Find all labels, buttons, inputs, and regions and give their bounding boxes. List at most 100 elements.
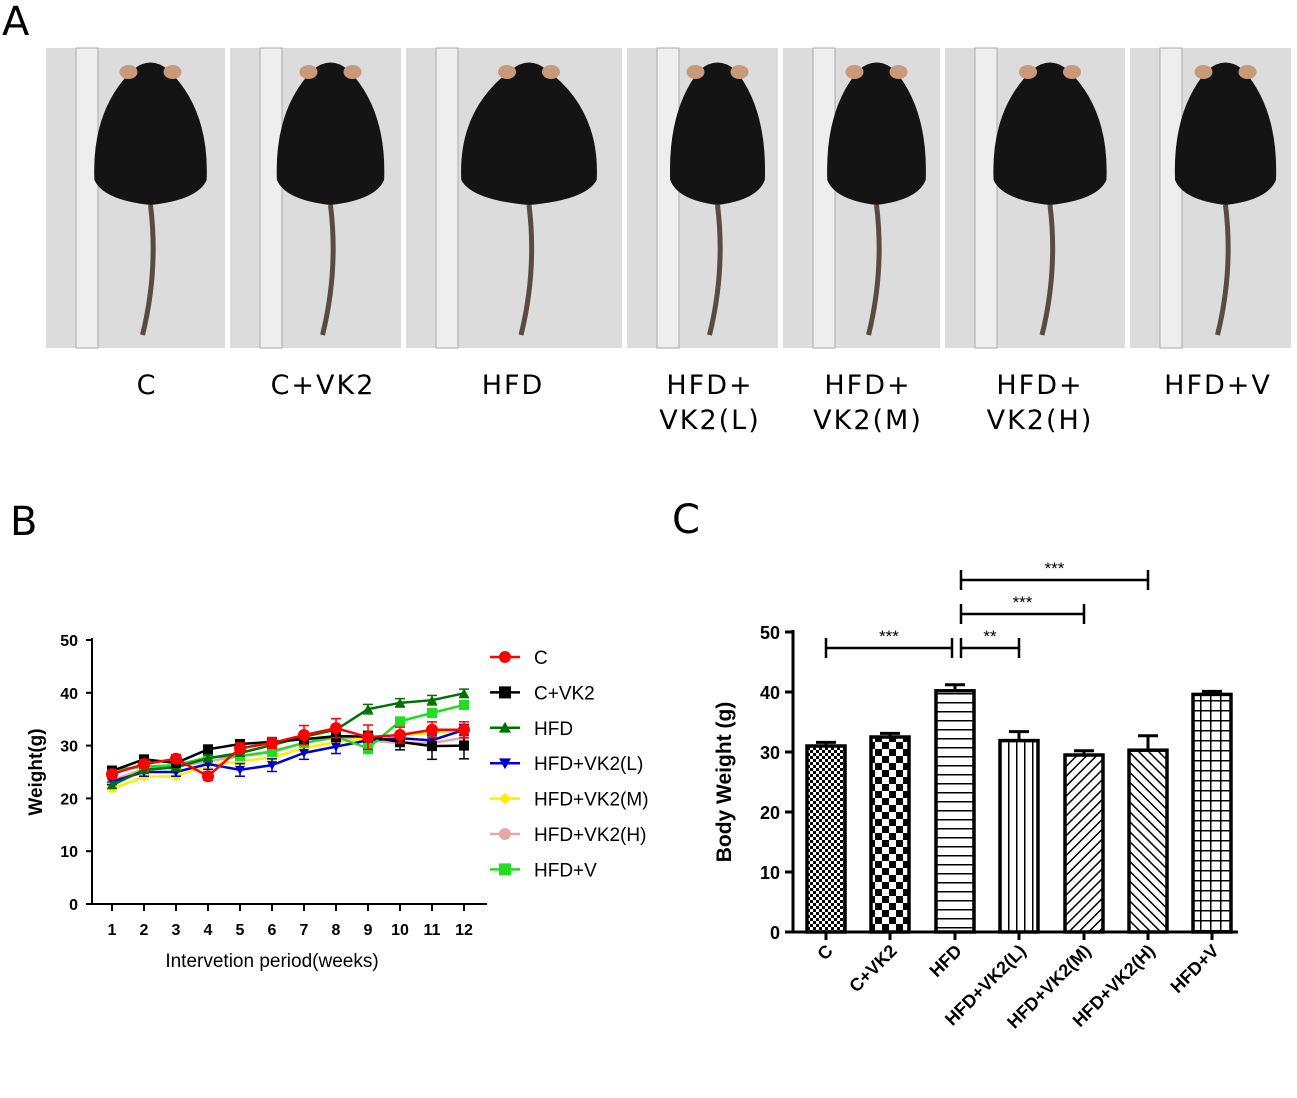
data-point	[427, 741, 437, 752]
data-point	[363, 704, 373, 714]
legend-label: HFD+VK2(M)	[534, 790, 649, 811]
group-label: HFD	[482, 370, 545, 401]
x-tick-label: C	[813, 941, 836, 964]
group-label: VK2(M)	[813, 405, 923, 436]
y-tick-label: 0	[69, 897, 78, 914]
data-point	[330, 722, 342, 735]
data-point	[459, 740, 469, 751]
x-tick-label: 12	[455, 922, 473, 939]
series-line	[111, 703, 465, 772]
mouse-ear	[498, 65, 516, 79]
bar	[1063, 753, 1105, 934]
bar-hfd-v	[1191, 689, 1233, 934]
data-point	[499, 792, 511, 805]
significance-label: ***	[1045, 559, 1065, 578]
mouse-photo	[46, 47, 225, 349]
mouse-ear	[845, 65, 864, 79]
x-tick-label: 3	[172, 922, 181, 939]
y-tick-label: 0	[770, 923, 780, 943]
bar-hfd-vk2-l-	[998, 730, 1040, 934]
mouse-ear	[1194, 65, 1213, 79]
ruler	[75, 47, 99, 349]
y-tick-label: 20	[60, 791, 78, 808]
body-weight-bar-chart: 0 10 20 30 40 50 Body Weight (g) C C+VK2 HFD HFD+V…	[713, 559, 1238, 1032]
mouse-ear	[542, 65, 560, 79]
data-point	[458, 723, 470, 736]
significance-label: ***	[1013, 593, 1033, 612]
y-tick-label: 10	[760, 863, 780, 883]
data-point	[395, 716, 405, 727]
mouse-tail	[866, 204, 882, 336]
mouse-tail	[1039, 204, 1056, 336]
y-tick-label: 40	[60, 686, 78, 703]
mouse-tail	[707, 204, 723, 336]
x-axis-label: Intervetion period(weeks)	[165, 951, 378, 972]
x-tick-label: 10	[391, 922, 409, 939]
legend-item: HFD+VK2(H)	[490, 825, 646, 846]
group-label: C	[137, 370, 158, 401]
mouse-ear	[119, 65, 138, 79]
bar	[1191, 692, 1233, 934]
data-point	[235, 765, 245, 775]
y-tick-label: 10	[60, 844, 78, 861]
bar-c-vk2	[869, 731, 911, 934]
x-tick-label: C+VK2	[845, 941, 901, 997]
data-point	[266, 736, 278, 749]
group-label: C+VK2	[271, 370, 376, 401]
significance-bracket: ***	[824, 627, 954, 658]
mouse-ear	[1063, 65, 1081, 79]
series-line	[111, 734, 465, 773]
mouse-tail	[320, 204, 336, 336]
bar	[805, 744, 847, 934]
data-point	[234, 742, 246, 755]
x-tick-label: HFD	[926, 941, 966, 981]
legend-label: HFD+V	[534, 860, 597, 881]
legend-label: HFD	[534, 719, 573, 740]
data-point	[298, 729, 310, 742]
legend-item: C+VK2	[490, 683, 595, 704]
series-c	[106, 717, 470, 783]
data-point	[459, 699, 469, 710]
x-tick-label: 1	[108, 922, 117, 939]
mouse-photos: C C+VK2 HFD HFD+ VK2(L) HFD+ VK2(M) HFD+ VK2(H) H…	[46, 47, 1291, 436]
data-point	[499, 758, 511, 770]
legend-item: HFD+VK2(L)	[490, 754, 643, 775]
panel-label-b: B	[10, 499, 37, 545]
legend-item: HFD	[490, 719, 573, 740]
data-point	[170, 752, 182, 765]
mouse-tail	[140, 204, 156, 336]
panel-label-a: A	[2, 0, 30, 45]
data-point	[426, 723, 438, 736]
mouse-body	[276, 62, 385, 205]
data-point	[427, 695, 437, 705]
mouse-ear	[343, 65, 362, 79]
bar-hfd-vk2-h-	[1127, 734, 1169, 934]
legend-label: HFD+VK2(L)	[534, 754, 643, 775]
data-point	[202, 770, 214, 783]
bar-hfd-vk2-m-	[1063, 749, 1105, 934]
significance-label: **	[983, 627, 997, 646]
bar-c	[805, 740, 847, 934]
significance-bracket: ***	[959, 593, 1086, 624]
data-point	[267, 746, 277, 757]
data-point	[203, 744, 213, 755]
bar	[1127, 748, 1169, 934]
panel-label-c: C	[672, 497, 700, 543]
mouse-photo	[945, 47, 1125, 349]
y-tick-label: 50	[760, 623, 780, 643]
mouse-body	[993, 62, 1107, 205]
ruler	[259, 47, 283, 349]
y-tick-label: 40	[760, 683, 780, 703]
group-label: HFD+	[996, 370, 1083, 401]
mouse-photo	[1130, 47, 1291, 349]
mouse-photo	[230, 47, 401, 349]
x-tick-label: 4	[204, 922, 213, 939]
legend-item: C	[490, 648, 548, 669]
mouse-ear	[686, 65, 705, 79]
y-axis-label: Weight(g)	[26, 728, 47, 815]
y-tick-label: 30	[60, 739, 78, 756]
legend-label: C	[534, 648, 548, 669]
data-point	[138, 758, 150, 771]
mouse-tail	[518, 204, 535, 336]
